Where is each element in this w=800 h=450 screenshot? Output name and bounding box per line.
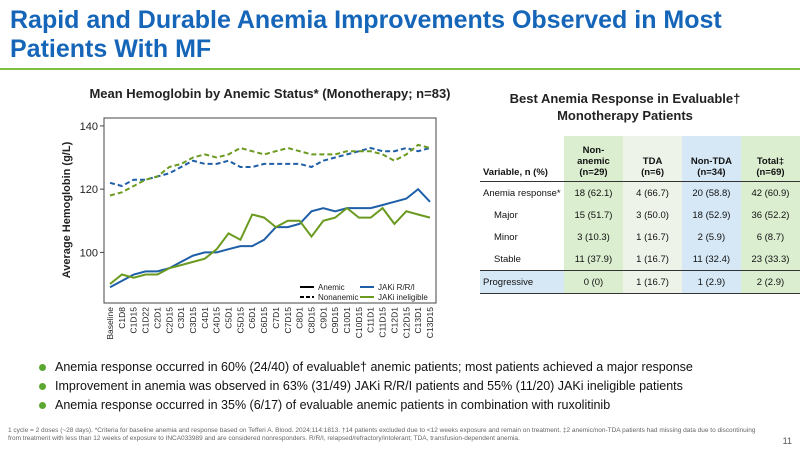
- x-tick-label: C11D1: [366, 307, 376, 333]
- x-tick-label: C5D1: [224, 307, 234, 329]
- table-cell: 15 (51.7): [563, 204, 624, 226]
- column-label: TDA: [642, 156, 663, 167]
- table-row: Minor 3 (10.3) 1 (16.7) 2 (5.9) 6 (8.7): [480, 226, 800, 248]
- table-cell: 3 (10.3): [563, 226, 624, 248]
- table-cell: 11 (32.4): [681, 248, 741, 271]
- bullet: Improvement in anemia was observed in 63…: [39, 379, 693, 398]
- x-tick-label: C12D15: [401, 307, 411, 338]
- table-cell: 0 (0): [563, 270, 624, 294]
- x-tick-label: C4D1: [200, 307, 210, 329]
- x-tick-label: C1D8: [117, 307, 127, 329]
- row-label: Major: [480, 204, 564, 226]
- column-n: (n=29): [579, 167, 608, 178]
- x-tick-label: C8D1: [295, 307, 305, 329]
- x-tick-label: C11D15: [378, 307, 388, 338]
- table-cell: 3 (50.0): [623, 204, 682, 226]
- x-tick-label: C6D1: [247, 307, 257, 329]
- table-cell: 20 (58.8): [681, 181, 741, 204]
- table-header: TDA (n=6): [623, 136, 682, 182]
- slide-title: Rapid and Durable Anemia Improvements Ob…: [10, 6, 722, 63]
- column-label: Non-anemic: [577, 145, 610, 167]
- x-tick-label: C7D1: [271, 307, 281, 329]
- x-tick-label: C3D1: [176, 307, 186, 329]
- column-label: Variable, n (%): [483, 167, 548, 178]
- legend-label: JAKi R/R/I: [378, 283, 415, 292]
- row-label: Stable: [480, 248, 564, 271]
- table-cell: 11 (37.9): [563, 248, 624, 271]
- x-tick-label: C4D15: [212, 307, 222, 334]
- x-tick-label: C8D15: [306, 307, 316, 334]
- series-line: [109, 206, 431, 285]
- y-tick-label: 140: [80, 121, 98, 133]
- table-cell: 1 (16.7): [623, 248, 682, 271]
- column-n: (n=6): [641, 167, 665, 178]
- series-line: [109, 146, 431, 188]
- column-n: (n=69): [756, 167, 785, 178]
- table-header-row: Variable, n (%) Non-anemic (n=29) TDA (n=6) N…: [480, 136, 800, 182]
- table-cell: 18 (52.9): [681, 204, 741, 226]
- chart-title: Mean Hemoglobin by Anemic Status* (Monot…: [89, 86, 450, 101]
- page-number: 11: [782, 436, 792, 446]
- table-row: Major 15 (51.7) 3 (50.0) 18 (52.9) 36 (52.2): [480, 204, 800, 226]
- legend-label: JAKi ineligible: [378, 293, 428, 302]
- y-tick-label: 100: [80, 247, 98, 259]
- table-cell: 2 (5.9): [681, 226, 741, 248]
- table-cell: 1 (16.7): [623, 270, 682, 294]
- column-n: (n=34): [697, 167, 726, 178]
- table-cell: 4 (66.7): [623, 181, 682, 204]
- x-tick-label: C2D1: [152, 307, 162, 329]
- table: Variable, n (%) Non-anemic (n=29) TDA (n=6) N…: [480, 136, 800, 294]
- table-cell: 42 (60.9): [740, 181, 800, 204]
- x-tick-label: C12D1: [389, 307, 399, 334]
- x-tick-label: C1D15: [129, 307, 139, 334]
- x-tick-label: Baseline: [105, 307, 115, 340]
- table-header: Total‡ (n=69): [740, 136, 800, 182]
- row-label: Progressive: [480, 270, 564, 294]
- bullet-list: Anemia response occurred in 60% (24/40) …: [39, 360, 693, 417]
- title-rule: [0, 68, 800, 70]
- y-axis-label: Average Hemoglobin (g/L): [61, 141, 73, 278]
- table-cell: 18 (62.1): [563, 181, 624, 204]
- column-label: Non-TDA: [690, 156, 732, 167]
- x-tick-label: C10D1: [342, 307, 352, 334]
- x-tick-label: C13D15: [425, 307, 435, 338]
- bullet: Anemia response occurred in 35% (6/17) o…: [39, 398, 693, 417]
- x-tick-label: C5D15: [235, 307, 245, 334]
- y-tick-label: 120: [80, 184, 98, 196]
- x-tick-label: C9D15: [330, 307, 340, 334]
- x-tick-label: C10D15: [354, 307, 364, 338]
- table-title: Best Anemia Response in Evaluable† Monot…: [509, 91, 741, 123]
- table-cell: 36 (52.2): [740, 204, 800, 226]
- table-header: Non-TDA (n=34): [681, 136, 741, 182]
- footnote: 1 cycle = 2 doses (~28 days). *Criteria …: [8, 427, 756, 442]
- series-line: [109, 187, 431, 289]
- table-cell: 23 (33.3): [740, 248, 800, 271]
- x-tick-label: C9D1: [318, 307, 328, 329]
- table-cell: 6 (8.7): [740, 226, 800, 248]
- x-tick-label: C13D1: [413, 307, 423, 334]
- plot-frame: [103, 117, 437, 304]
- row-label: Anemia response*: [480, 181, 564, 204]
- column-label: Total‡: [756, 156, 785, 167]
- bullet: Anemia response occurred in 60% (24/40) …: [39, 360, 693, 379]
- table-cell: 1 (2.9): [681, 270, 741, 294]
- table-cell: 2 (2.9): [740, 270, 800, 294]
- x-tick-label: C6D15: [259, 307, 269, 334]
- table-row: Anemia response* 18 (62.1) 4 (66.7) 20 (58.…: [480, 181, 800, 204]
- x-tick-label: C3D15: [188, 307, 198, 334]
- x-tick-label: C7D15: [283, 307, 293, 334]
- table-row: Progressive 0 (0) 1 (16.7) 1 (2.9) 2 (2.9): [480, 270, 800, 294]
- x-tick-label: C1D22: [141, 307, 151, 334]
- x-tick-label: C2D15: [164, 307, 174, 334]
- legend-label: Anemic: [318, 283, 345, 292]
- table-row: Stable 11 (37.9) 1 (16.7) 11 (32.4) 23 (33.3…: [480, 248, 800, 271]
- table-header: Non-anemic (n=29): [563, 136, 624, 182]
- series-line: [109, 143, 431, 197]
- table-cell: 1 (16.7): [623, 226, 682, 248]
- row-label: Minor: [480, 226, 564, 248]
- table-header: Variable, n (%): [480, 136, 564, 182]
- chart: Mean Hemoglobin by Anemic Status* (Monot…: [61, 86, 451, 340]
- legend-label: Nonanemic: [318, 293, 358, 302]
